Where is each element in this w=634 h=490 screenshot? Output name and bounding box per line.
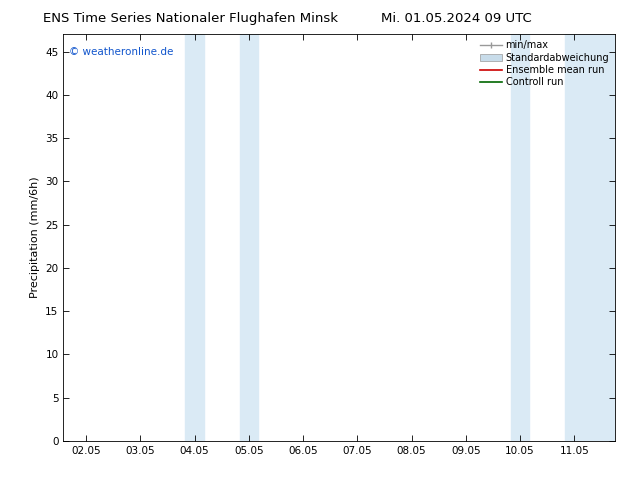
Text: © weatheronline.de: © weatheronline.de	[69, 47, 173, 56]
Bar	[565, 34, 615, 441]
Bar	[185, 34, 204, 441]
Bar	[240, 34, 258, 441]
Text: ENS Time Series Nationaler Flughafen Minsk: ENS Time Series Nationaler Flughafen Min…	[42, 12, 338, 25]
Legend: min/max, Standardabweichung, Ensemble mean run, Controll run: min/max, Standardabweichung, Ensemble me…	[476, 36, 613, 91]
Y-axis label: Precipitation (mm/6h): Precipitation (mm/6h)	[30, 177, 40, 298]
Bar	[511, 34, 529, 441]
Text: Mi. 01.05.2024 09 UTC: Mi. 01.05.2024 09 UTC	[381, 12, 532, 25]
